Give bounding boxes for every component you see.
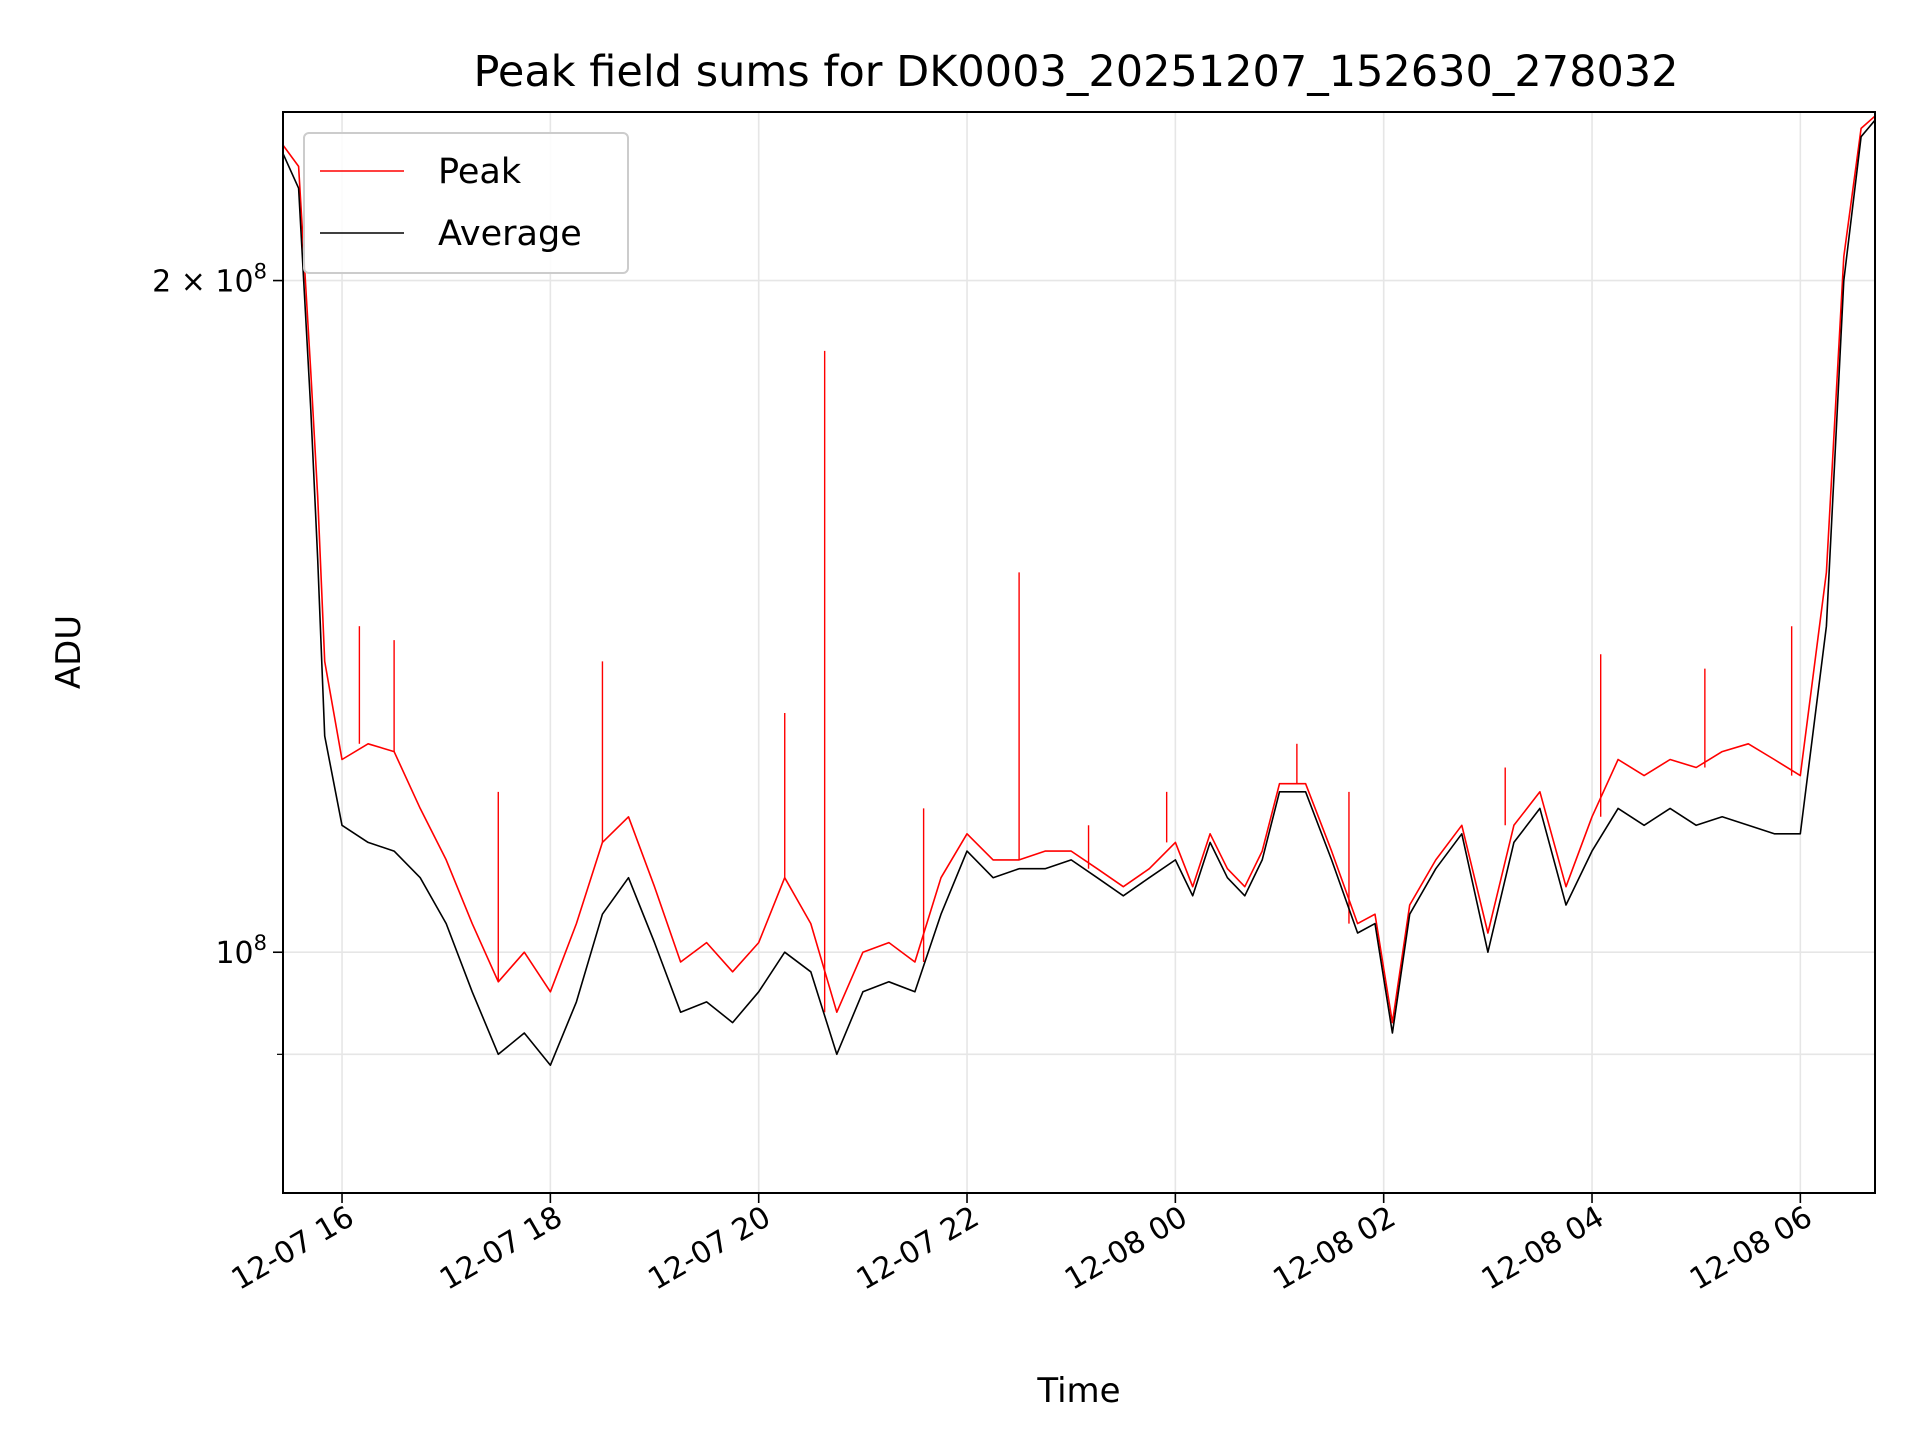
grid-layer xyxy=(283,112,1875,1193)
legend-box xyxy=(303,132,629,274)
series-line-peak xyxy=(283,115,1875,1024)
x-axis-label: Time xyxy=(1036,1371,1120,1411)
y-tick-mantissa: 2 × 10 xyxy=(152,265,253,300)
y-axis-label: ADU xyxy=(49,615,89,689)
legend-label-peak: Peak xyxy=(438,152,522,192)
series-line-average xyxy=(283,119,1875,1066)
legend-label-average: Average xyxy=(438,214,582,254)
y-tick-label: 2 × 108 xyxy=(152,260,267,300)
y-tick-label: 108 xyxy=(215,931,267,971)
y-tick-base: 10 xyxy=(215,936,253,971)
series-layer xyxy=(283,115,1875,1066)
y-tick-exponent: 8 xyxy=(254,931,267,955)
legend: Peak Average xyxy=(303,132,629,274)
plot-frame xyxy=(282,111,1876,1194)
chart-title: Peak field sums for DK0003_20251207_1526… xyxy=(473,47,1678,97)
y-tick-exponent: 8 xyxy=(254,260,267,284)
